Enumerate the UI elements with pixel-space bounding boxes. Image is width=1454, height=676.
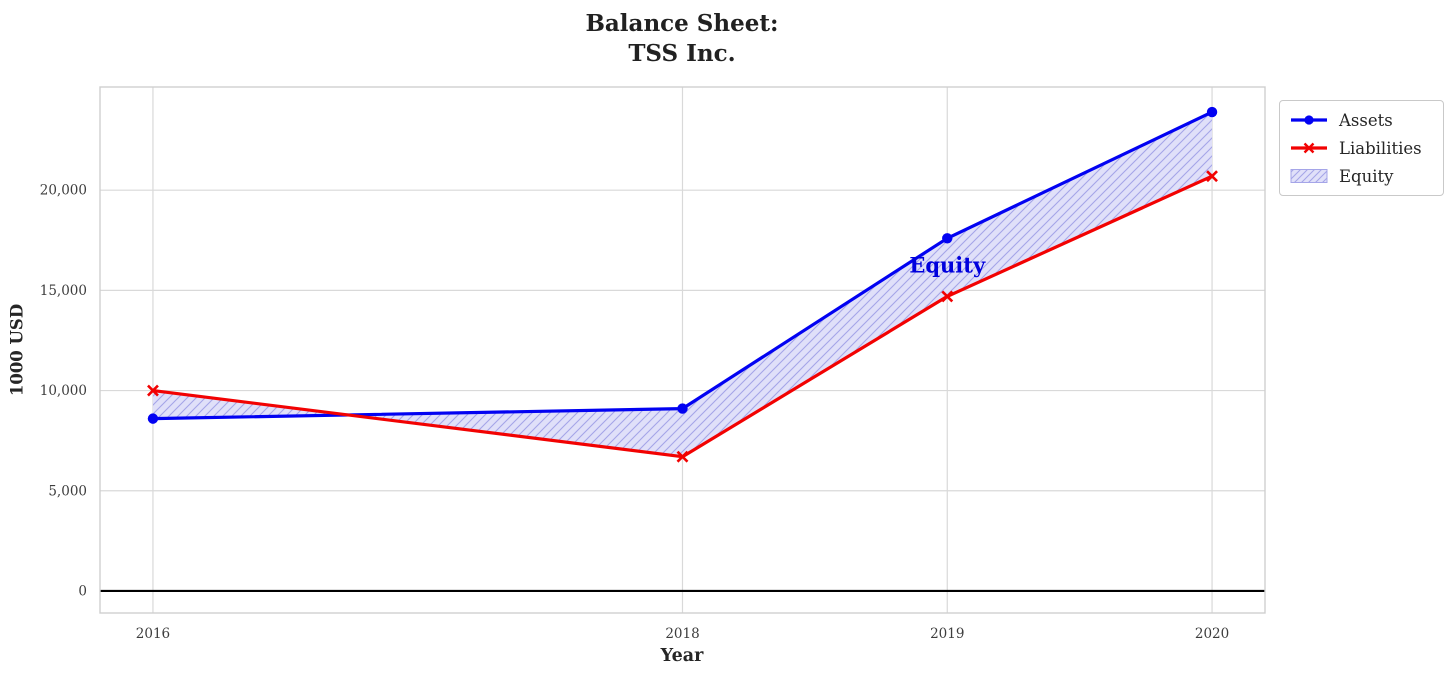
chart-title-line1: Balance Sheet: <box>585 10 779 37</box>
x-tick-label: 2016 <box>136 626 170 642</box>
liabilities-marker <box>1206 170 1218 183</box>
y-tick-label: 10,000 <box>40 383 87 399</box>
y-axis-label: 1000 USD <box>7 303 27 397</box>
assets-marker <box>942 233 953 244</box>
x-tick-label: 2020 <box>1195 626 1229 642</box>
x-axis-label: Year <box>660 646 704 666</box>
assets-line <box>152 110 1213 421</box>
y-tick-label: 20,000 <box>40 183 87 199</box>
equity-patch-icon <box>1290 169 1328 183</box>
plot-border <box>99 86 1266 614</box>
legend-item-liabilities: Liabilities <box>1289 136 1434 160</box>
x-tick-label: 2018 <box>665 626 699 642</box>
legend: Assets Liabilities Equity <box>1279 100 1444 196</box>
legend-item-assets: Assets <box>1289 108 1434 132</box>
y-tick-label: 5,000 <box>48 483 87 499</box>
liabilities-line <box>152 174 1213 459</box>
legend-label-equity: Equity <box>1339 166 1394 186</box>
liabilities-marker <box>941 290 954 303</box>
chart-title: Balance Sheet: TSS Inc. <box>585 9 778 70</box>
x-tick-label: 2019 <box>930 626 964 642</box>
legend-item-equity: Equity <box>1289 164 1434 188</box>
assets-marker <box>147 413 159 424</box>
assets-line-icon <box>1291 115 1327 125</box>
equity-annotation: Equity <box>909 252 986 278</box>
liabilities-marker <box>676 450 689 463</box>
chart-title-line2: TSS Inc. <box>628 40 736 68</box>
liabilities-marker <box>147 384 159 397</box>
legend-equity-overlay <box>1291 169 1327 183</box>
liabilities-line-icon <box>1291 142 1327 154</box>
legend-assets-marker <box>1304 115 1314 125</box>
assets-marker <box>1206 106 1218 118</box>
legend-label-assets: Assets <box>1339 110 1393 130</box>
y-tick-label: 0 <box>78 583 87 599</box>
legend-liabilities-marker <box>1303 142 1315 154</box>
legend-label-liabilities: Liabilities <box>1339 138 1422 158</box>
y-tick-label: 15,000 <box>40 283 87 299</box>
legend-equity-border <box>1290 169 1328 183</box>
assets-marker <box>677 403 688 414</box>
